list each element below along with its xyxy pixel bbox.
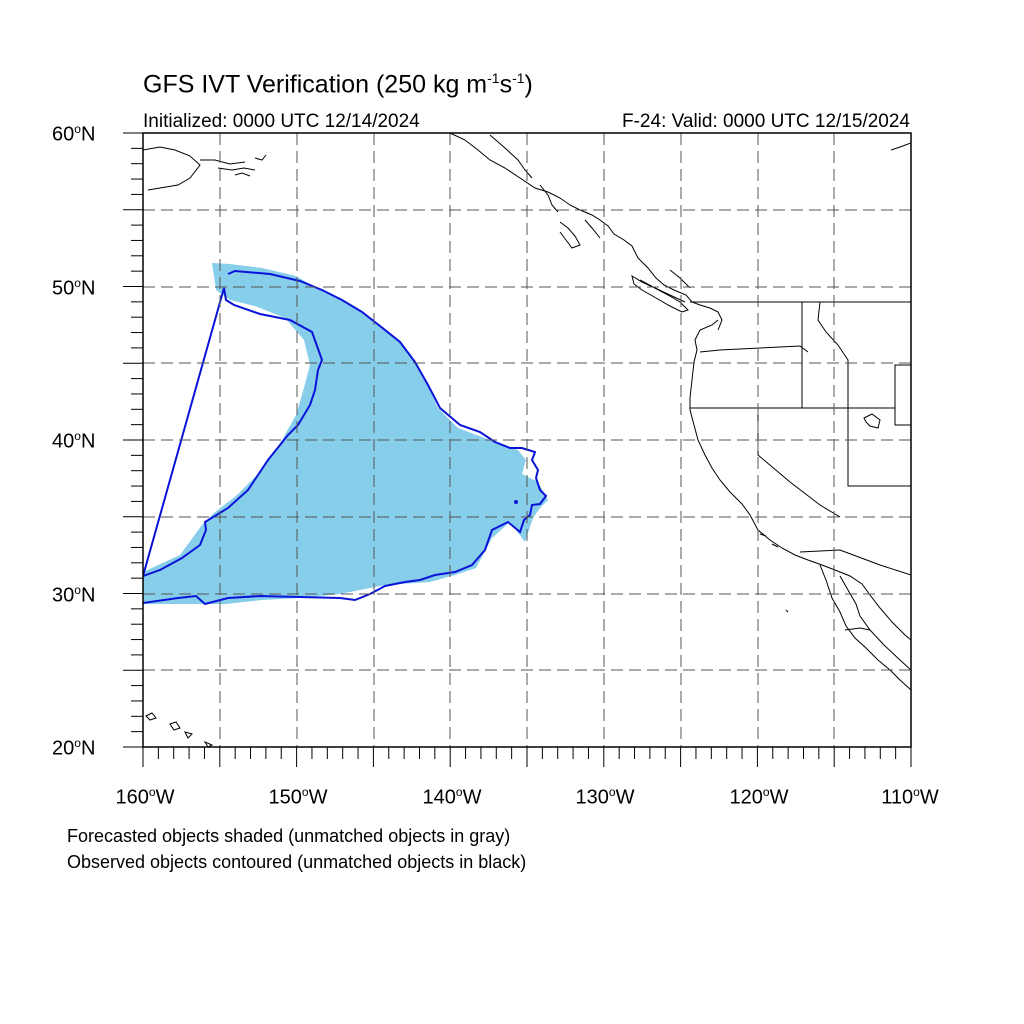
axis-ticks [123, 132, 912, 767]
observed-contour [143, 269, 548, 606]
lat-label-60: 60oN [52, 122, 96, 146]
islands-channel [759, 533, 789, 613]
figure-title: GFS IVT Verification (250 kg m-1s-1) [143, 70, 533, 99]
islands-hawaii [145, 712, 214, 747]
lat-label-20: 20oN [52, 736, 96, 760]
forecast-object [143, 263, 548, 604]
coastline-us [689, 319, 911, 641]
legend-forecast-note: Forecasted objects shaded (unmatched obj… [67, 826, 511, 846]
initialized-time: Initialized: 0000 UTC 12/14/2024 [143, 111, 420, 132]
lon-label-130w: 130oW [575, 785, 635, 809]
lat-label-30: 30oN [52, 583, 96, 607]
lon-label-150w: 150oW [268, 785, 328, 809]
valid-time: F-24: Valid: 0000 UTC 12/15/2024 [622, 111, 910, 132]
coastline-alaska [143, 133, 911, 191]
lat-label-40: 40oN [52, 429, 96, 453]
lon-label-160w: 160oW [115, 785, 175, 809]
coastline-canada [449, 133, 723, 331]
observed-dot [514, 500, 518, 504]
legend-observed-note: Observed objects contoured (unmatched ob… [67, 852, 527, 872]
lon-label-140w: 140oW [422, 785, 482, 809]
coastline-baja [819, 564, 911, 691]
lat-label-50: 50oN [52, 276, 96, 300]
state-borders [690, 301, 911, 576]
great-salt-lake [863, 413, 881, 429]
lon-label-110w: 110oW [881, 785, 939, 809]
lon-label-120w: 120oW [729, 785, 789, 809]
